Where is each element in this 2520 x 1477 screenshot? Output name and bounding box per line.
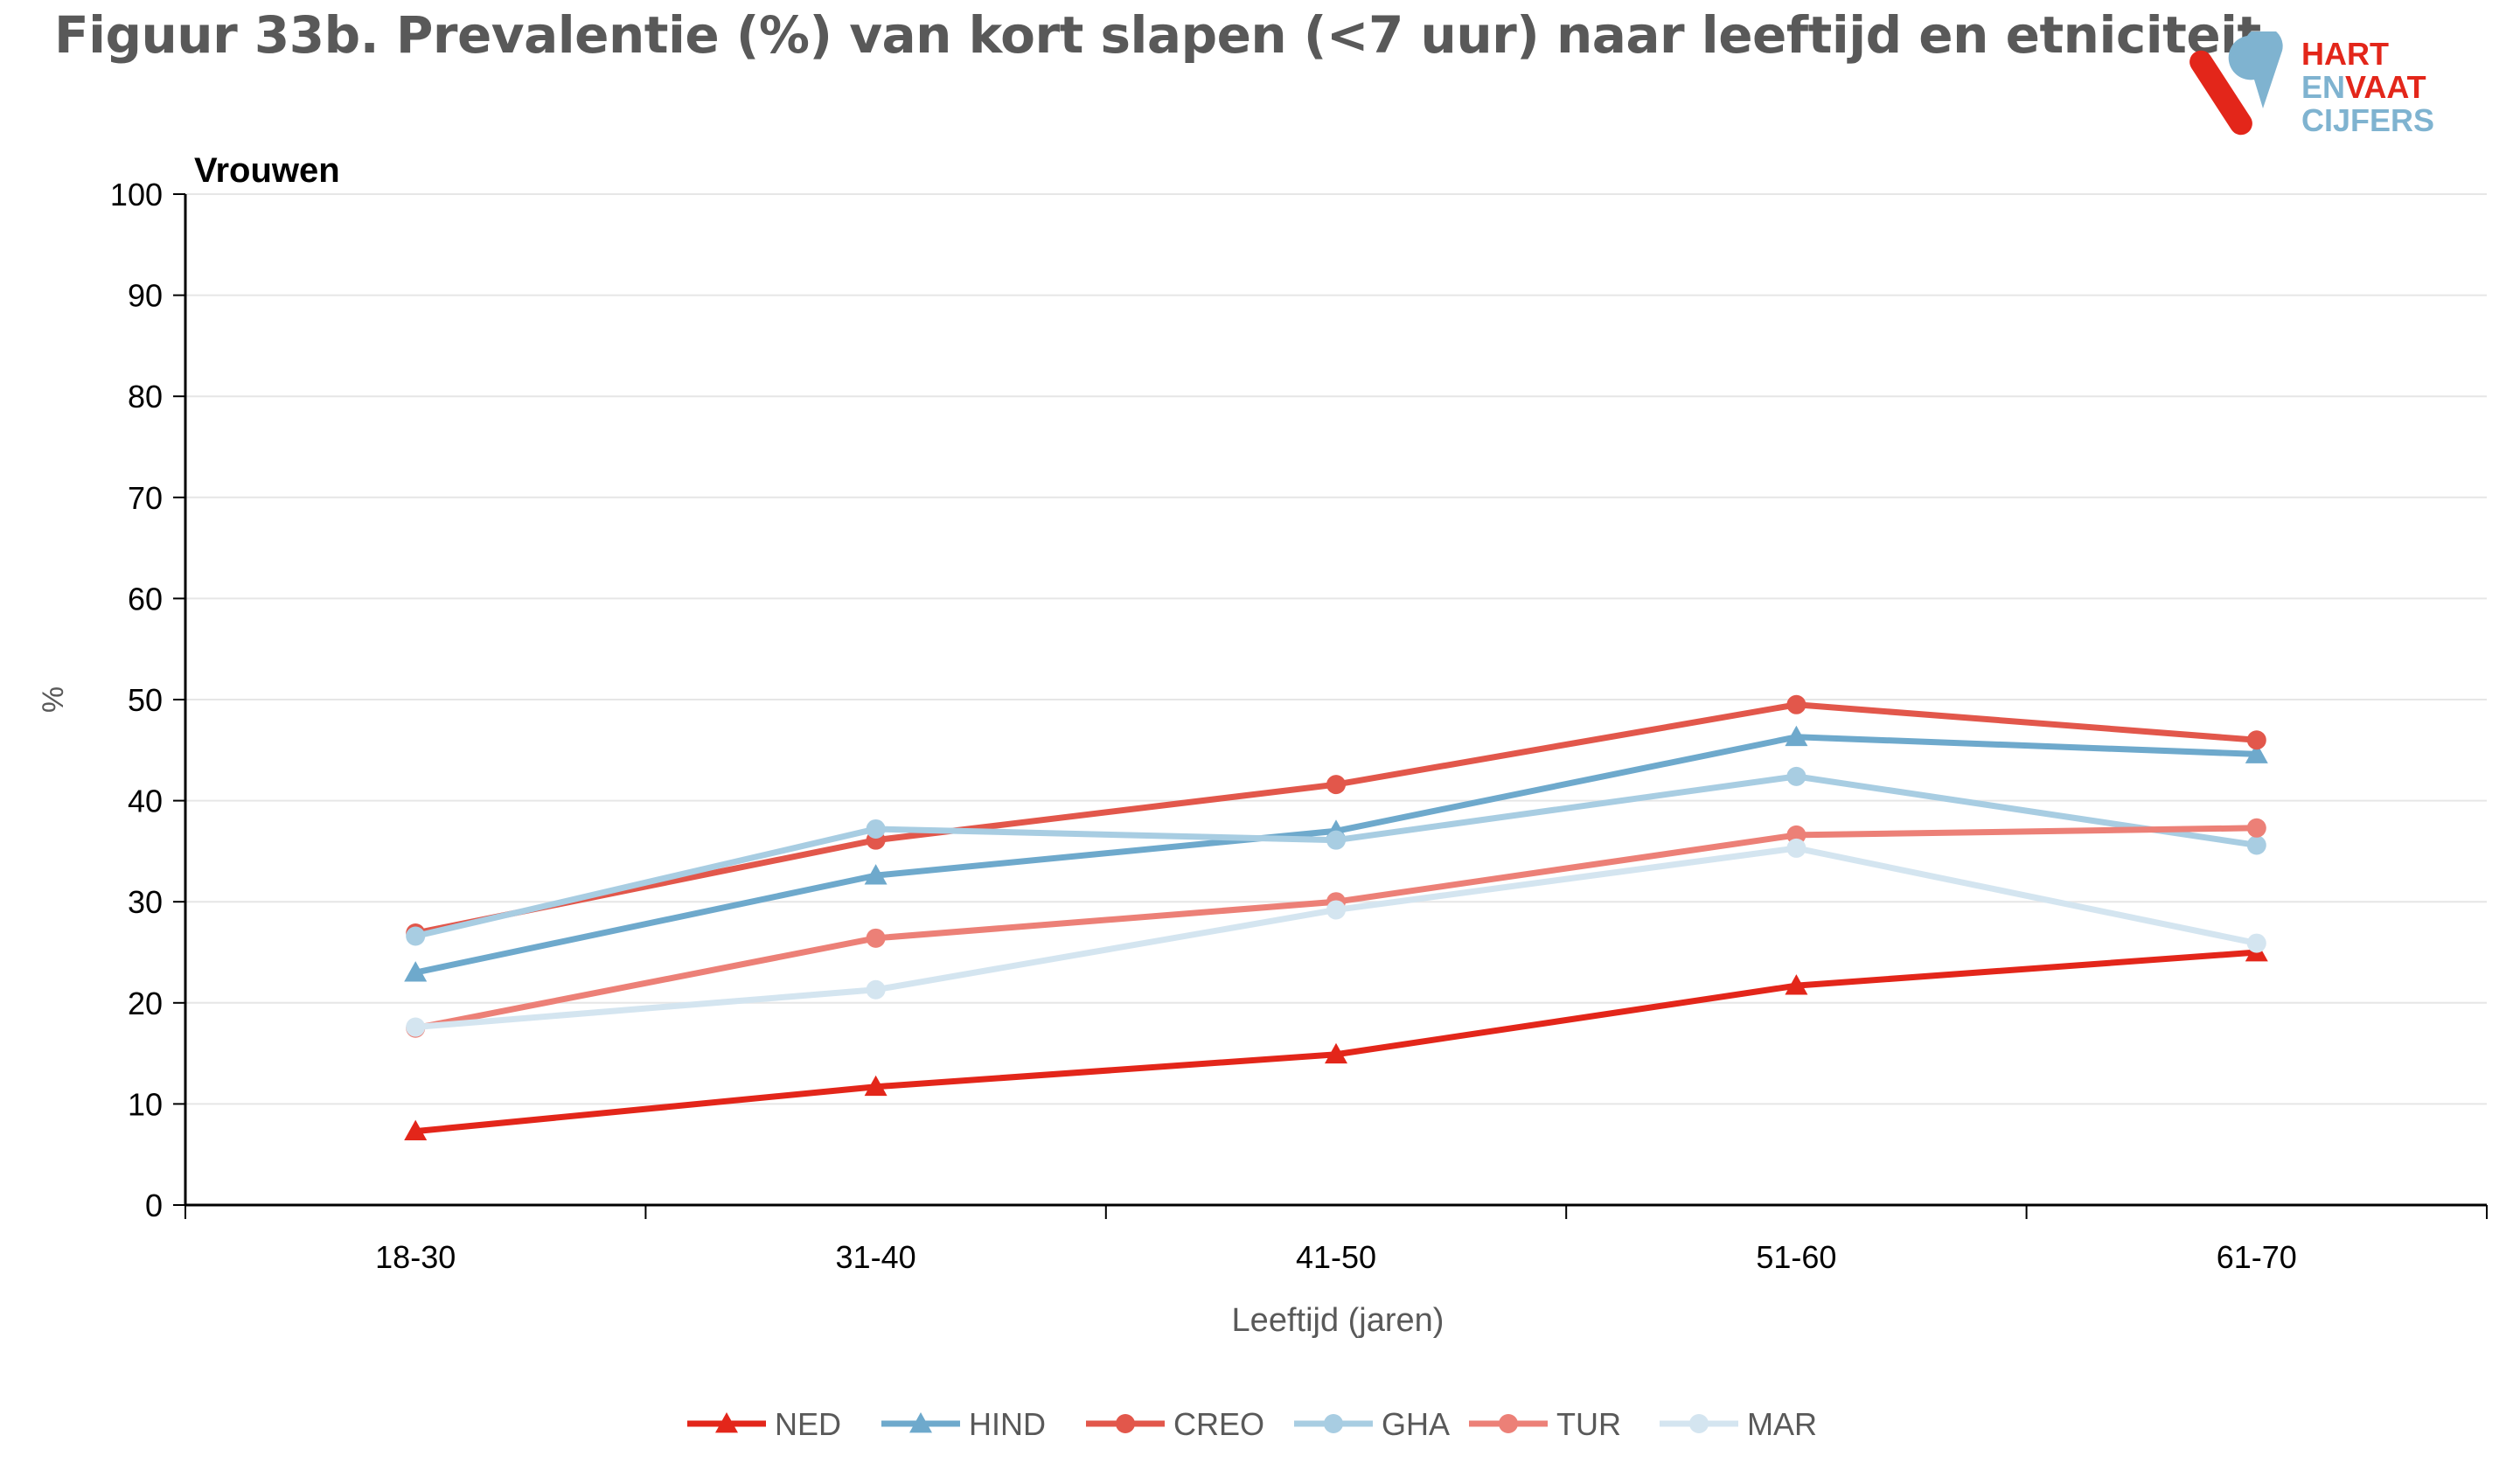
axes: 0 10 20 30 40 50 60 70 80 90 100 18-30 31-40 41-50 51-… bbox=[110, 177, 2488, 1275]
y-tick-label: 10 bbox=[128, 1086, 163, 1122]
series bbox=[404, 694, 2268, 1141]
data-point bbox=[2245, 742, 2268, 763]
legend-label: TUR bbox=[1556, 1406, 1621, 1442]
data-point bbox=[2246, 835, 2266, 855]
y-tick-label: 60 bbox=[128, 581, 163, 617]
logo-line2a: EN bbox=[2301, 69, 2345, 105]
x-tick-label: 41-50 bbox=[1296, 1239, 1376, 1275]
data-point bbox=[406, 926, 426, 946]
logo-line3: CIJFERS bbox=[2301, 102, 2434, 136]
y-axis-label: % bbox=[37, 686, 70, 713]
legend-swatch-marker bbox=[1689, 1414, 1709, 1433]
data-point bbox=[1326, 830, 1346, 850]
y-tick-label: 100 bbox=[110, 177, 163, 212]
heart-icon bbox=[2189, 31, 2283, 136]
panel-title: Vrouwen bbox=[194, 151, 340, 190]
legend-label: MAR bbox=[1747, 1406, 1817, 1442]
legend-item-hind: HIND bbox=[881, 1406, 1046, 1442]
legend-label: NED bbox=[775, 1406, 841, 1442]
data-point bbox=[404, 961, 428, 982]
legend-swatch-marker bbox=[1324, 1414, 1343, 1433]
data-point bbox=[406, 1017, 426, 1037]
y-tick-label: 30 bbox=[128, 884, 163, 920]
data-point bbox=[864, 864, 888, 885]
brand-logo: HART ENVAAT CIJFERS bbox=[2189, 31, 2434, 136]
y-tick-label: 40 bbox=[128, 784, 163, 819]
x-tick-label: 18-30 bbox=[375, 1239, 456, 1275]
data-point bbox=[866, 928, 886, 948]
logo-line1: HART bbox=[2301, 36, 2389, 72]
x-tick-label: 61-70 bbox=[2217, 1239, 2297, 1275]
y-tick-label: 50 bbox=[128, 682, 163, 718]
legend-label: CREO bbox=[1173, 1406, 1264, 1442]
page-title: Figuur 33b. Prevalentie (%) van kort sla… bbox=[54, 5, 2261, 65]
x-tick-label: 31-40 bbox=[836, 1239, 916, 1275]
series-gha bbox=[406, 766, 2266, 946]
legend-item-creo: CREO bbox=[1086, 1406, 1264, 1442]
data-point bbox=[1786, 694, 1806, 714]
logo-line2: ENVAAT bbox=[2301, 69, 2426, 105]
data-point bbox=[864, 1075, 888, 1097]
legend-swatch-marker bbox=[1499, 1414, 1518, 1433]
series-hind bbox=[404, 725, 2268, 982]
legend: NED HIND CREO GHA TUR MAR bbox=[687, 1406, 1817, 1442]
legend-swatch-marker bbox=[715, 1412, 738, 1433]
data-point bbox=[1325, 1042, 1347, 1064]
data-point bbox=[1326, 775, 1346, 795]
series-line bbox=[412, 825, 2260, 1032]
series-mar bbox=[406, 838, 2266, 1037]
data-point bbox=[2246, 933, 2266, 953]
data-point bbox=[1786, 825, 1806, 845]
x-axis-label: Leeftijd (jaren) bbox=[1232, 1302, 1444, 1339]
legend-item-ned: NED bbox=[687, 1406, 841, 1442]
data-point bbox=[1326, 900, 1346, 920]
legend-item-gha: GHA bbox=[1294, 1406, 1450, 1442]
data-point bbox=[1786, 766, 1806, 786]
data-point bbox=[2246, 730, 2266, 750]
data-point bbox=[2246, 818, 2266, 838]
legend-swatch-marker bbox=[909, 1412, 932, 1433]
y-tick-label: 70 bbox=[128, 480, 163, 516]
y-tick-label: 0 bbox=[145, 1188, 163, 1223]
legend-item-tur: TUR bbox=[1469, 1406, 1621, 1442]
legend-label: HIND bbox=[969, 1406, 1046, 1442]
data-point bbox=[866, 819, 886, 839]
y-tick-label: 20 bbox=[128, 986, 163, 1021]
legend-label: GHA bbox=[1382, 1406, 1450, 1442]
data-point bbox=[1786, 838, 1806, 858]
gridlines bbox=[185, 193, 2487, 1105]
logo-line2b: VAAT bbox=[2345, 69, 2426, 105]
y-tick-label: 90 bbox=[128, 278, 163, 314]
data-point bbox=[866, 979, 886, 1000]
data-point bbox=[1785, 974, 1808, 995]
x-tick-label: 51-60 bbox=[1756, 1239, 1836, 1275]
data-point bbox=[1785, 725, 1808, 747]
y-tick-label: 80 bbox=[128, 379, 163, 415]
data-point bbox=[404, 1119, 428, 1141]
series-ned bbox=[404, 941, 2268, 1141]
series-line bbox=[412, 734, 2260, 976]
legend-swatch-marker bbox=[1116, 1414, 1135, 1433]
legend-item-mar: MAR bbox=[1660, 1406, 1817, 1442]
